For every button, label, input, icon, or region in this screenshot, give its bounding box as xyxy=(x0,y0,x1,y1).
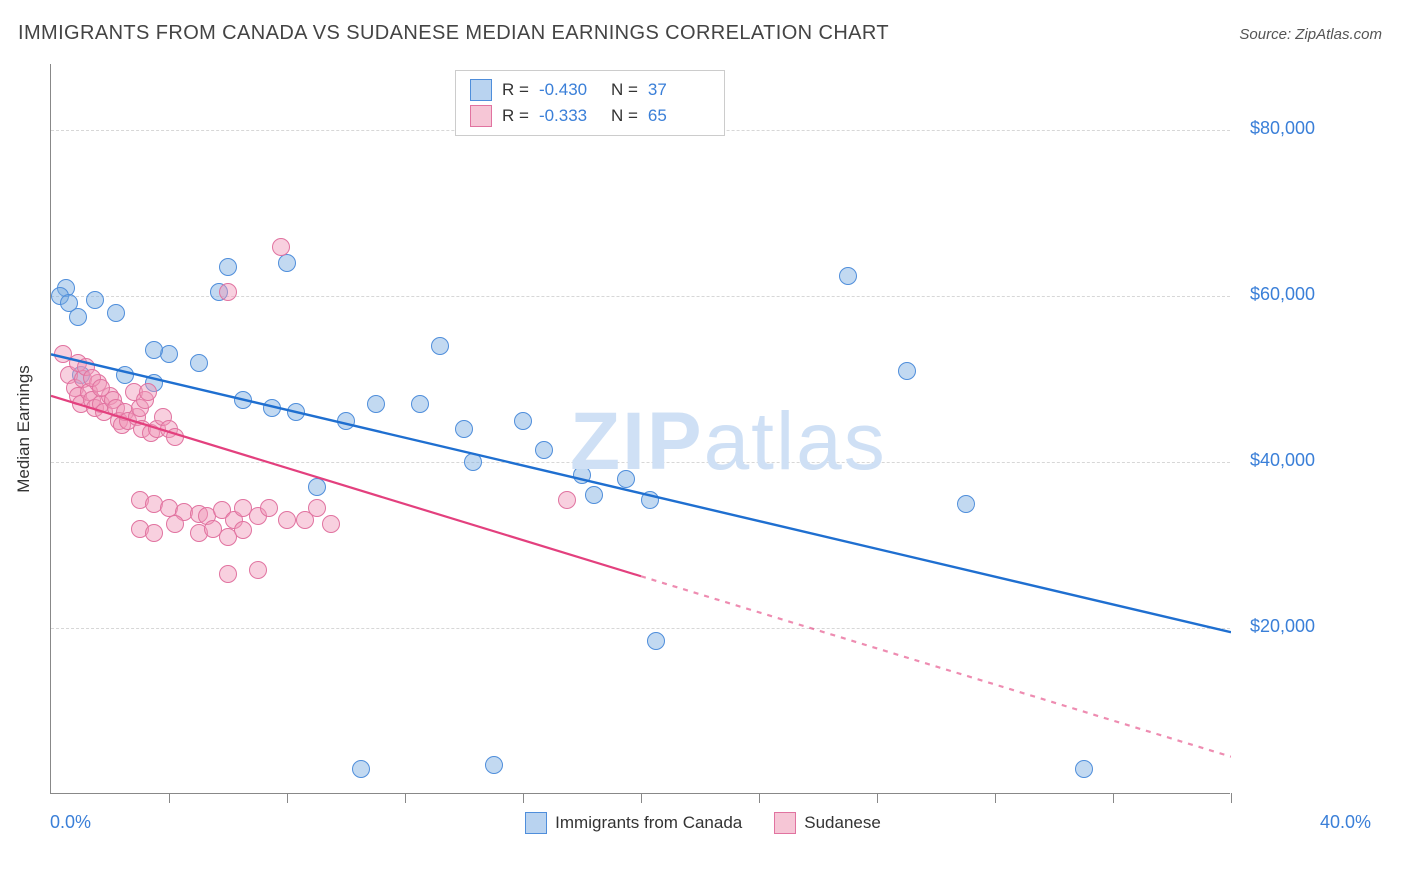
data-point xyxy=(166,428,184,446)
x-tick xyxy=(641,793,642,803)
legend-label: Immigrants from Canada xyxy=(555,813,742,833)
chart-title: IMMIGRANTS FROM CANADA VS SUDANESE MEDIA… xyxy=(18,22,889,45)
data-point xyxy=(92,379,110,397)
n-value: 37 xyxy=(648,80,710,100)
legend-swatch xyxy=(470,79,492,101)
r-label: R = xyxy=(502,106,529,126)
data-point xyxy=(514,412,532,430)
data-point xyxy=(145,341,163,359)
data-point xyxy=(249,561,267,579)
legend-item: Sudanese xyxy=(774,812,881,834)
data-point xyxy=(957,495,975,513)
y-tick-label: $40,000 xyxy=(1250,450,1315,471)
data-point xyxy=(145,524,163,542)
plot-area xyxy=(50,64,1230,794)
data-point xyxy=(617,470,635,488)
x-tick xyxy=(169,793,170,803)
data-point xyxy=(585,486,603,504)
y-axis-label: Median Earnings xyxy=(8,64,40,794)
source-label: Source: xyxy=(1239,26,1291,43)
y-tick-label: $20,000 xyxy=(1250,616,1315,637)
data-point xyxy=(234,391,252,409)
data-point xyxy=(219,565,237,583)
data-point xyxy=(337,412,355,430)
data-point xyxy=(219,283,237,301)
x-tick xyxy=(405,793,406,803)
data-point xyxy=(431,337,449,355)
legend-bottom: Immigrants from Canada Sudanese xyxy=(0,812,1406,834)
r-value: -0.430 xyxy=(539,80,601,100)
data-point xyxy=(322,515,340,533)
x-tick xyxy=(995,793,996,803)
gridline xyxy=(51,628,1230,629)
data-point xyxy=(308,499,326,517)
x-tick xyxy=(1231,793,1232,803)
data-point xyxy=(166,515,184,533)
data-point xyxy=(641,491,659,509)
data-point xyxy=(1075,760,1093,778)
legend-swatch xyxy=(470,105,492,127)
legend-stat-row: R = -0.333 N = 65 xyxy=(470,103,710,129)
data-point xyxy=(116,366,134,384)
x-tick xyxy=(287,793,288,803)
data-point xyxy=(535,441,553,459)
legend-swatch xyxy=(525,812,547,834)
data-point xyxy=(839,267,857,285)
y-tick-label: $60,000 xyxy=(1250,284,1315,305)
data-point xyxy=(263,399,281,417)
x-tick xyxy=(759,793,760,803)
data-point xyxy=(287,403,305,421)
n-label: N = xyxy=(611,106,638,126)
data-point xyxy=(367,395,385,413)
data-point xyxy=(898,362,916,380)
data-point xyxy=(219,258,237,276)
legend-label: Sudanese xyxy=(804,813,881,833)
data-point xyxy=(107,304,125,322)
data-point xyxy=(190,354,208,372)
data-point xyxy=(86,291,104,309)
r-label: R = xyxy=(502,80,529,100)
r-value: -0.333 xyxy=(539,106,601,126)
data-point xyxy=(485,756,503,774)
y-tick-label: $80,000 xyxy=(1250,118,1315,139)
n-value: 65 xyxy=(648,106,710,126)
data-point xyxy=(558,491,576,509)
n-label: N = xyxy=(611,80,638,100)
data-point xyxy=(308,478,326,496)
source-name: ZipAtlas.com xyxy=(1295,26,1382,43)
data-point xyxy=(455,420,473,438)
trend-lines xyxy=(51,64,1231,794)
data-point xyxy=(60,294,78,312)
legend-stat-row: R = -0.430 N = 37 xyxy=(470,77,710,103)
legend-stats: R = -0.430 N = 37 R = -0.333 N = 65 xyxy=(455,70,725,136)
data-point xyxy=(464,453,482,471)
data-point xyxy=(234,521,252,539)
data-point xyxy=(411,395,429,413)
data-point xyxy=(647,632,665,650)
legend-item: Immigrants from Canada xyxy=(525,812,742,834)
x-tick xyxy=(1113,793,1114,803)
gridline xyxy=(51,462,1230,463)
data-point xyxy=(272,238,290,256)
data-point xyxy=(139,383,157,401)
data-point xyxy=(278,511,296,529)
x-tick xyxy=(523,793,524,803)
data-point xyxy=(573,466,591,484)
data-point xyxy=(278,254,296,272)
data-point xyxy=(352,760,370,778)
source-attribution: Source: ZipAtlas.com xyxy=(1239,26,1382,43)
x-tick xyxy=(877,793,878,803)
data-point xyxy=(260,499,278,517)
legend-swatch xyxy=(774,812,796,834)
